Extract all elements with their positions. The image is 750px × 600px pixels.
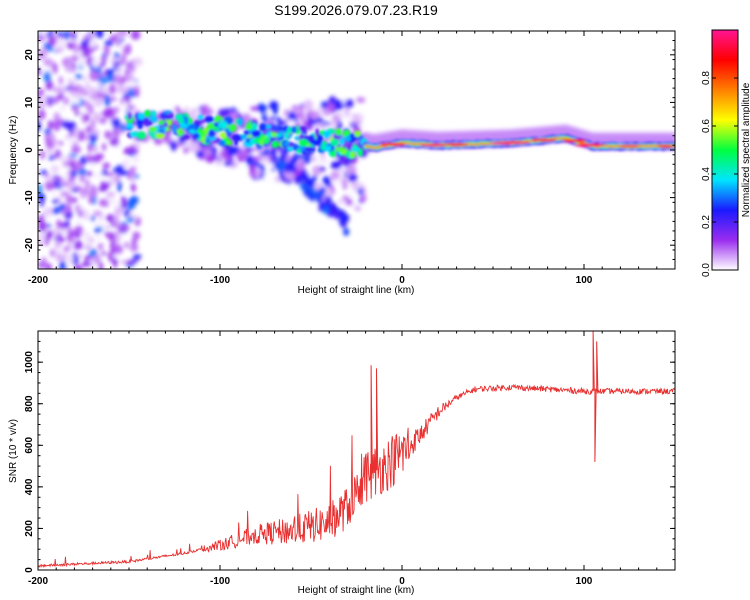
spectrogram-ylabel: Frequency (Hz)	[8, 116, 19, 185]
spectrogram-xtick: -200	[28, 275, 48, 286]
spectrogram-xtick: 0	[399, 275, 405, 286]
snr-xtick: 100	[576, 576, 593, 587]
snr-ytick: 1000	[24, 351, 35, 374]
snr-spike	[376, 368, 379, 471]
snr-spike	[596, 341, 599, 392]
spectrogram-xtick: 100	[576, 275, 593, 286]
snr-ytick: 800	[24, 395, 35, 412]
snr-spike	[594, 391, 597, 462]
snr-ylabel: SNR (10 * v/v)	[8, 419, 19, 483]
snr-xtick: 0	[399, 576, 405, 587]
colorbar-label: Normalized spectral amplitude	[741, 82, 750, 217]
spectrogram-ytick: 20	[24, 49, 35, 61]
colorbar-tick: 0.4	[701, 167, 712, 181]
figure-title: S199.2026.079.07.23.R19	[274, 2, 438, 18]
snr-ytick: 600	[24, 437, 35, 454]
snr-spike	[370, 365, 373, 474]
colorbar-tick: 0.8	[701, 71, 712, 85]
spectrogram-ytick: 0	[24, 147, 35, 153]
colorbar-ticks: 0.0 0.2 0.4 0.6 0.8	[701, 71, 738, 277]
spectrogram-ytick: 10	[24, 96, 35, 108]
ridge	[124, 110, 675, 160]
snr-ytick: 0	[24, 567, 35, 573]
colorbar-tick: 0.0	[701, 263, 712, 277]
snr-xtick: -100	[210, 576, 230, 587]
spectrogram-xtick: -100	[210, 275, 230, 286]
spectrogram-ytick: -20	[24, 238, 35, 253]
noise-blobs	[38, 31, 143, 269]
snr-ytick: 400	[24, 478, 35, 495]
spectrogram-panel	[38, 31, 675, 269]
snr-xlabel: Height of straight line (km)	[298, 585, 415, 596]
spectrogram-xlabel: Height of straight line (km)	[298, 285, 415, 296]
snr-spike	[592, 331, 595, 392]
snr-frame	[37, 330, 676, 571]
snr-xtick: -200	[28, 576, 48, 587]
colorbar-tick: 0.2	[701, 215, 712, 229]
snr-panel	[38, 331, 675, 568]
spectrogram-ytick: -10	[24, 190, 35, 205]
colorbar-tick: 0.6	[701, 119, 712, 133]
snr-line	[38, 383, 675, 568]
snr-ytick: 200	[24, 520, 35, 537]
colorbar	[711, 29, 739, 271]
